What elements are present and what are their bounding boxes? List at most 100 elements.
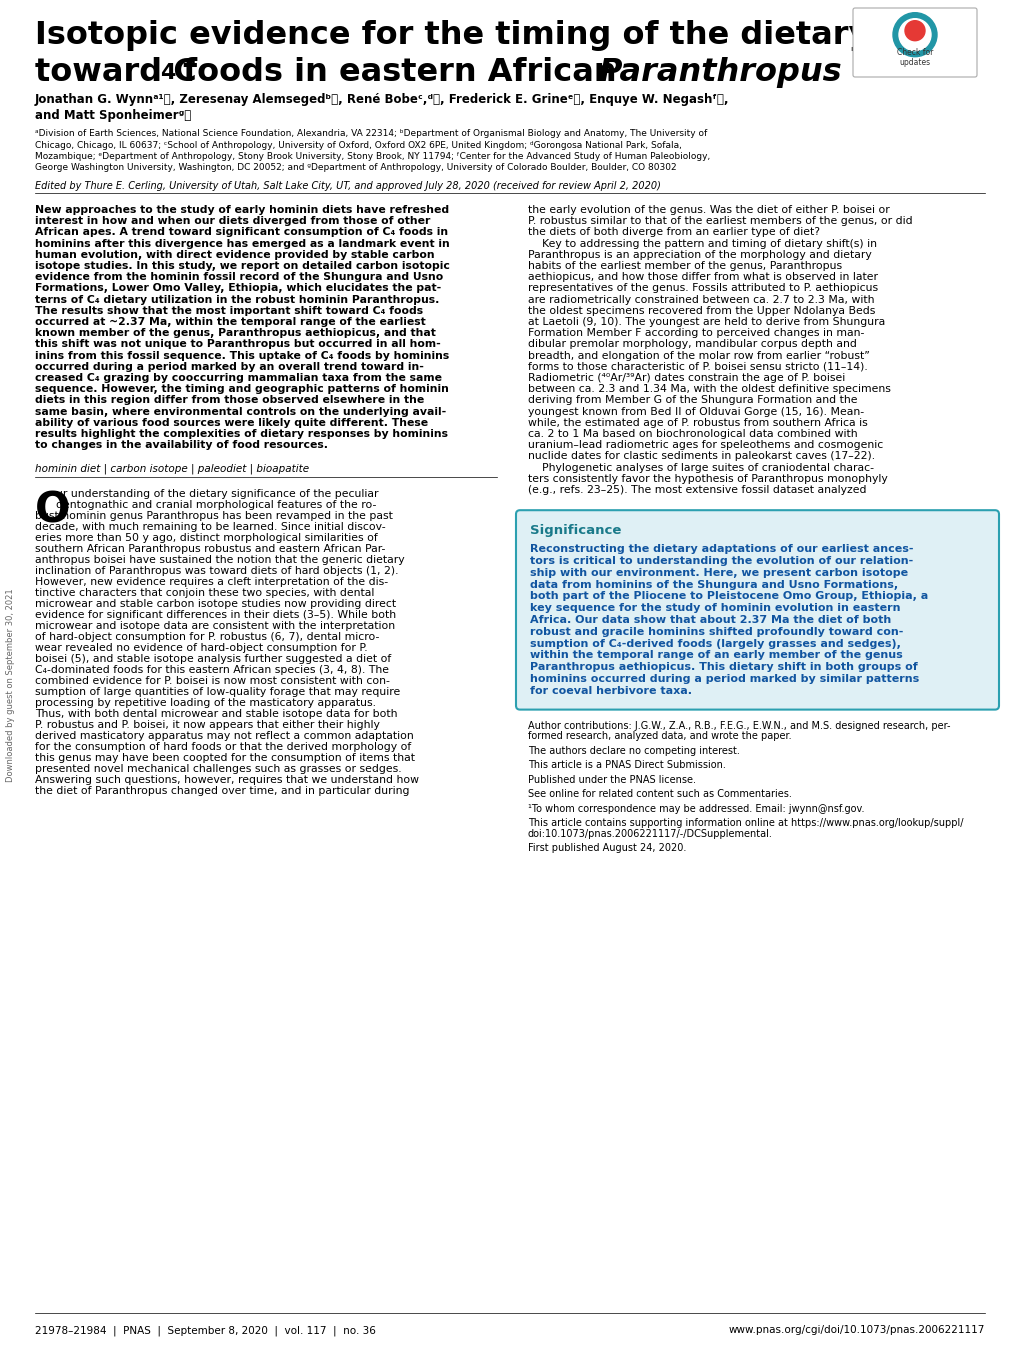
Text: sequence. However, the timing and geographic patterns of hominin: sequence. However, the timing and geogra…: [35, 384, 448, 394]
Text: Africa. Our data show that about 2.37 Ma the diet of both: Africa. Our data show that about 2.37 Ma…: [530, 616, 891, 625]
Text: Check for
updates: Check for updates: [896, 48, 932, 67]
Text: Formation Member F according to perceived changes in man-: Formation Member F according to perceive…: [528, 328, 863, 339]
Text: creased C₄ grazing by cooccurring mammalian taxa from the same: creased C₄ grazing by cooccurring mammal…: [35, 373, 441, 384]
Text: hominin diet | carbon isotope | paleodiet | bioapatite: hominin diet | carbon isotope | paleodie…: [35, 463, 309, 474]
Text: inins from this fossil sequence. This uptake of C₄ foods by hominins: inins from this fossil sequence. This up…: [35, 351, 448, 360]
Text: ¹To whom correspondence may be addressed. Email: jwynn@nsf.gov.: ¹To whom correspondence may be addressed…: [528, 804, 864, 814]
Text: Published under the PNAS license.: Published under the PNAS license.: [528, 774, 695, 785]
Text: are radiometrically constrained between ca. 2.7 to 2.3 Ma, with: are radiometrically constrained between …: [528, 295, 873, 304]
Text: The results show that the most important shift toward C₄ foods: The results show that the most important…: [35, 306, 423, 315]
Text: decade, with much remaining to be learned. Since initial discov-: decade, with much remaining to be learne…: [35, 523, 385, 532]
Circle shape: [892, 12, 936, 57]
Text: deriving from Member G of the Shungura Formation and the: deriving from Member G of the Shungura F…: [528, 396, 857, 405]
Text: ship with our environment. Here, we present carbon isotope: ship with our environment. Here, we pres…: [530, 568, 907, 577]
Text: processing by repetitive loading of the masticatory apparatus.: processing by repetitive loading of the …: [35, 699, 376, 708]
Text: Downloaded by guest on September 30, 2021: Downloaded by guest on September 30, 202…: [6, 588, 15, 782]
Text: dibular premolar morphology, mandibular corpus depth and: dibular premolar morphology, mandibular …: [528, 340, 856, 349]
Text: African apes. A trend toward significant consumption of C₄ foods in: African apes. A trend toward significant…: [35, 228, 447, 238]
Text: for the consumption of hard foods or that the derived morphology of: for the consumption of hard foods or tha…: [35, 743, 411, 752]
Text: forms to those characteristic of P. boisei sensu stricto (11–14).: forms to those characteristic of P. bois…: [528, 362, 867, 371]
FancyBboxPatch shape: [852, 8, 976, 76]
Text: diets in this region differ from those observed elsewhere in the: diets in this region differ from those o…: [35, 396, 424, 405]
Text: southern African Paranthropus robustus and eastern African Par-: southern African Paranthropus robustus a…: [35, 545, 385, 554]
Text: ᵃDivision of Earth Sciences, National Science Foundation, Alexandria, VA 22314; : ᵃDivision of Earth Sciences, National Sc…: [35, 130, 706, 138]
Text: the diet of Paranthropus changed over time, and in particular during: the diet of Paranthropus changed over ti…: [35, 786, 409, 796]
Text: www.pnas.org/cgi/doi/10.1073/pnas.2006221117: www.pnas.org/cgi/doi/10.1073/pnas.200622…: [728, 1325, 984, 1335]
Text: sumption of large quantities of low-quality forage that may require: sumption of large quantities of low-qual…: [35, 688, 399, 698]
Text: combined evidence for P. boisei is now most consistent with con-: combined evidence for P. boisei is now m…: [35, 677, 389, 687]
Text: Isotopic evidence for the timing of the dietary shift: Isotopic evidence for the timing of the …: [35, 20, 962, 51]
Text: microwear and isotope data are consistent with the interpretation: microwear and isotope data are consisten…: [35, 621, 394, 632]
Text: breadth, and elongation of the molar row from earlier “robust”: breadth, and elongation of the molar row…: [528, 351, 869, 360]
Text: Key to addressing the pattern and timing of dietary shift(s) in: Key to addressing the pattern and timing…: [528, 239, 876, 248]
Text: isotope studies. In this study, we report on detailed carbon isotopic: isotope studies. In this study, we repor…: [35, 261, 449, 272]
Text: dentognathic and cranial morphological features of the ro-: dentognathic and cranial morphological f…: [56, 501, 376, 511]
Text: microwear and stable carbon isotope studies now providing direct: microwear and stable carbon isotope stud…: [35, 599, 395, 609]
Text: terns of C₄ dietary utilization in the robust hominin Paranthropus.: terns of C₄ dietary utilization in the r…: [35, 295, 439, 304]
Text: uranium–lead radiometric ages for speleothems and cosmogenic: uranium–lead radiometric ages for speleo…: [528, 440, 882, 450]
Text: within the temporal range of an early member of the genus: within the temporal range of an early me…: [530, 650, 902, 661]
Text: Significance: Significance: [530, 524, 621, 538]
Text: This article is a PNAS Direct Submission.: This article is a PNAS Direct Submission…: [528, 760, 726, 770]
Text: toward C: toward C: [35, 57, 197, 87]
Text: this genus may have been coopted for the consumption of items that: this genus may have been coopted for the…: [35, 753, 415, 763]
Text: Chicago, Chicago, IL 60637; ᶜSchool of Anthropology, University of Oxford, Oxfor: Chicago, Chicago, IL 60637; ᶜSchool of A…: [35, 141, 682, 150]
Text: key sequence for the study of hominin evolution in eastern: key sequence for the study of hominin ev…: [530, 603, 900, 613]
Text: presented novel mechanical challenges such as grasses or sedges.: presented novel mechanical challenges su…: [35, 764, 401, 774]
Text: Thus, with both dental microwear and stable isotope data for both: Thus, with both dental microwear and sta…: [35, 710, 397, 719]
Text: interest in how and when our diets diverged from those of other: interest in how and when our diets diver…: [35, 216, 430, 227]
Text: same basin, where environmental controls on the underlying avail-: same basin, where environmental controls…: [35, 407, 446, 416]
Text: evidence for significant differences in their diets (3–5). While both: evidence for significant differences in …: [35, 610, 395, 621]
Text: of hard-object consumption for P. robustus (6, 7), dental micro-: of hard-object consumption for P. robust…: [35, 632, 379, 643]
Text: data from hominins of the Shungura and Usno Formations,: data from hominins of the Shungura and U…: [530, 580, 898, 590]
Text: Phylogenetic analyses of large suites of craniodental charac-: Phylogenetic analyses of large suites of…: [528, 463, 873, 472]
Text: George Washington University, Washington, DC 20052; and ᵍDepartment of Anthropol: George Washington University, Washington…: [35, 164, 676, 172]
Text: (e.g., refs. 23–25). The most extensive fossil dataset analyzed: (e.g., refs. 23–25). The most extensive …: [528, 485, 866, 495]
Text: Author contributions: J.G.W., Z.A., R.B., F.E.G., E.W.N., and M.S. designed rese: Author contributions: J.G.W., Z.A., R.B.…: [528, 721, 950, 730]
Text: at Laetoli (9, 10). The youngest are held to derive from Shungura: at Laetoli (9, 10). The youngest are hel…: [528, 317, 884, 328]
Text: human evolution, with direct evidence provided by stable carbon: human evolution, with direct evidence pr…: [35, 250, 434, 259]
Text: 21978–21984  |  PNAS  |  September 8, 2020  |  vol. 117  |  no. 36: 21978–21984 | PNAS | September 8, 2020 |…: [35, 1325, 376, 1335]
Text: The authors declare no competing interest.: The authors declare no competing interes…: [528, 745, 739, 756]
Text: sumption of C₄-derived foods (largely grasses and sedges),: sumption of C₄-derived foods (largely gr…: [530, 639, 900, 648]
Text: tinctive characters that conjoin these two species, with dental: tinctive characters that conjoin these t…: [35, 588, 374, 598]
Text: occurred during a period marked by an overall trend toward in-: occurred during a period marked by an ov…: [35, 362, 424, 371]
Text: between ca. 2.3 and 1.34 Ma, with the oldest definitive specimens: between ca. 2.3 and 1.34 Ma, with the ol…: [528, 384, 890, 394]
Text: boisei (5), and stable isotope analysis further suggested a diet of: boisei (5), and stable isotope analysis …: [35, 654, 391, 665]
Text: formed research, analyzed data, and wrote the paper.: formed research, analyzed data, and wrot…: [528, 732, 791, 741]
Text: hominins occurred during a period marked by similar patterns: hominins occurred during a period marked…: [530, 674, 918, 684]
Text: to changes in the availability of food resources.: to changes in the availability of food r…: [35, 440, 328, 450]
Text: habits of the earliest member of the genus, Paranthropus: habits of the earliest member of the gen…: [528, 261, 842, 272]
Text: hominins after this divergence has emerged as a landmark event in: hominins after this divergence has emerg…: [35, 239, 449, 248]
Text: aethiopicus, and how those differ from what is observed in later: aethiopicus, and how those differ from w…: [528, 272, 877, 283]
Text: New approaches to the study of early hominin diets have refreshed: New approaches to the study of early hom…: [35, 205, 448, 216]
Text: doi:10.1073/pnas.2006221117/-/DCSupplemental.: doi:10.1073/pnas.2006221117/-/DCSuppleme…: [528, 829, 772, 838]
Text: ur understanding of the dietary significance of the peculiar: ur understanding of the dietary signific…: [56, 490, 378, 500]
Text: known member of the genus, Paranthropus aethiopicus, and that: known member of the genus, Paranthropus …: [35, 328, 435, 339]
Text: Paranthropus aethiopicus. This dietary shift in both groups of: Paranthropus aethiopicus. This dietary s…: [530, 662, 917, 672]
FancyBboxPatch shape: [516, 511, 998, 710]
Circle shape: [898, 19, 930, 51]
Text: C₄-dominated foods for this eastern African species (3, 4, 8). The: C₄-dominated foods for this eastern Afri…: [35, 665, 388, 676]
Text: Paranthropus is an appreciation of the morphology and dietary: Paranthropus is an appreciation of the m…: [528, 250, 871, 259]
Text: and Matt Sponheimerᵍⓘ: and Matt Sponheimerᵍⓘ: [35, 109, 192, 121]
Text: robust and gracile hominins shifted profoundly toward con-: robust and gracile hominins shifted prof…: [530, 627, 903, 637]
Text: ca. 2 to 1 Ma based on biochronological data combined with: ca. 2 to 1 Ma based on biochronological …: [528, 429, 857, 440]
Text: both part of the Pliocene to Pleistocene Omo Group, Ethiopia, a: both part of the Pliocene to Pleistocene…: [530, 591, 927, 602]
Text: Jonathan G. Wynnᵃ¹ⓘ, Zeresenay Alemsegedᵇⓘ, René Bobeᶜ,ᵈⓘ, Frederick E. Grineᵉⓘ,: Jonathan G. Wynnᵃ¹ⓘ, Zeresenay Alemseged…: [35, 93, 729, 106]
Text: P. robustus similar to that of the earliest members of the genus, or did: P. robustus similar to that of the earli…: [528, 216, 912, 227]
Text: Reconstructing the dietary adaptations of our earliest ances-: Reconstructing the dietary adaptations o…: [530, 545, 913, 554]
Text: this shift was not unique to Paranthropus but occurred in all hom-: this shift was not unique to Paranthropu…: [35, 340, 440, 349]
Text: 4: 4: [160, 63, 175, 83]
Text: This article contains supporting information online at https://www.pnas.org/look: This article contains supporting informa…: [528, 818, 963, 829]
Text: foods in eastern African: foods in eastern African: [172, 57, 627, 87]
Text: inclination of Paranthropus was toward diets of hard objects (1, 2).: inclination of Paranthropus was toward d…: [35, 566, 398, 576]
Text: the early evolution of the genus. Was the diet of either P. boisei or: the early evolution of the genus. Was th…: [528, 205, 889, 216]
Text: the oldest specimens recovered from the Upper Ndolanya Beds: the oldest specimens recovered from the …: [528, 306, 874, 315]
Text: bust hominin genus Paranthropus has been revamped in the past: bust hominin genus Paranthropus has been…: [35, 512, 392, 521]
Text: occurred at ~2.37 Ma, within the temporal range of the earliest: occurred at ~2.37 Ma, within the tempora…: [35, 317, 425, 328]
Text: nuclide dates for clastic sediments in paleokarst caves (17–22).: nuclide dates for clastic sediments in p…: [528, 452, 874, 461]
Text: ability of various food sources were likely quite different. These: ability of various food sources were lik…: [35, 418, 428, 427]
Text: anthropus boisei have sustained the notion that the generic dietary: anthropus boisei have sustained the noti…: [35, 556, 405, 565]
Text: Formations, Lower Omo Valley, Ethiopia, which elucidates the pat-: Formations, Lower Omo Valley, Ethiopia, …: [35, 284, 441, 293]
